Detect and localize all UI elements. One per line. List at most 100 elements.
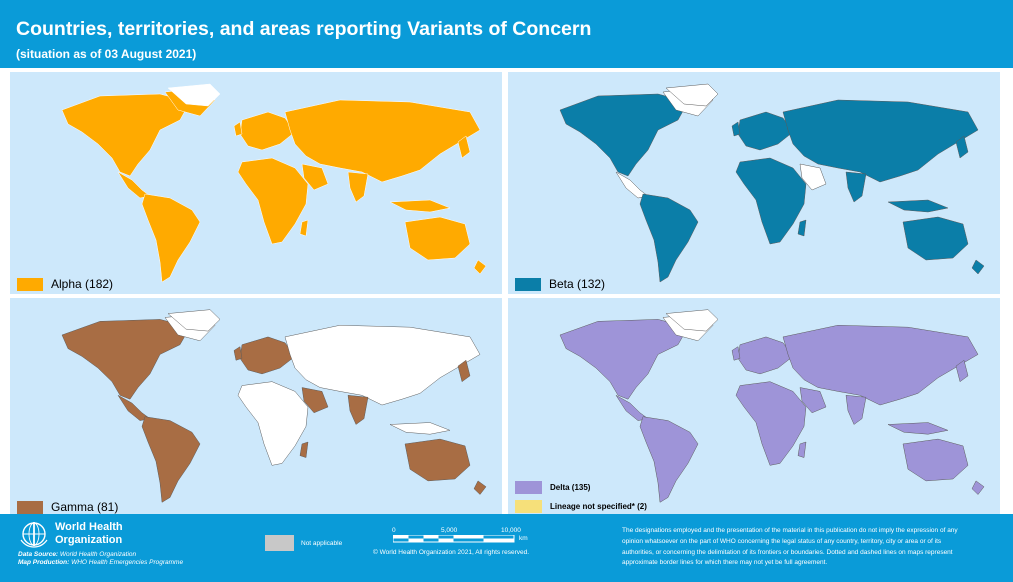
map-alpha-antarcticaTop [167,83,221,107]
map-production: Map Production: WHO Health Emergencies P… [18,559,183,566]
map-delta-japan [955,359,969,383]
map-gamma-arabia [301,387,329,414]
map-beta-asia [782,99,979,183]
not-applicable-swatch [265,535,294,551]
scale-label-5000: 5,000 [441,527,458,534]
legend-delta: Delta (135) [515,481,590,494]
map-gamma-madagascar [299,441,309,458]
who-logo-icon [20,522,48,548]
legend-unspecified-label: Lineage not specified* (2) [550,502,647,511]
scale-bar [393,535,515,543]
map-beta-africa [735,157,807,245]
map-alpha-australia [404,216,471,261]
copyright: © World Health Organization 2021, All ri… [373,549,530,556]
map-alpha-india [347,171,369,203]
map-beta-newZealand [971,259,985,275]
legend-unspecified: Lineage not specified* (2) [515,500,647,513]
legend-gamma: Gamma (81) [17,500,118,514]
data-source-label: Data Source: [18,551,59,558]
data-source-value: World Health Organization [59,551,137,558]
org-name-line2: Organization [55,534,123,546]
legend-alpha-swatch [17,277,43,291]
map-alpha-uk [233,121,243,137]
map-gamma-australia [404,438,471,482]
map-alpha [10,72,502,294]
map-delta-southAmerica [639,416,699,503]
map-alpha-svg [61,83,487,283]
footer: World Health Organization Data Source: W… [0,514,1013,582]
map-delta-newZealand [971,480,985,495]
map-delta-madagascar [797,441,807,458]
map-beta-europe [737,111,794,151]
map-gamma-africa [237,381,309,466]
legend-beta: Beta (132) [515,277,605,291]
legend-alpha: Alpha (182) [17,277,113,291]
legend-delta-swatch [515,481,542,494]
map-beta-madagascar [797,219,807,237]
legend-gamma-swatch [17,500,43,514]
map-beta-southAmerica [639,193,699,283]
legend-beta-label: Beta (132) [549,277,606,291]
map-delta-india [845,395,867,425]
data-source: Data Source: World Health Organization [18,551,136,558]
map-beta-indonesia [887,199,949,213]
map-beta-india [845,171,867,203]
map-gamma-newZealand [473,480,487,495]
map-gamma [10,298,502,514]
map-production-value: WHO Health Emergencies Programme [71,559,184,566]
map-alpha-japan [457,135,471,159]
map-alpha-europe [239,111,296,151]
scale-label-10000: 10,000 [501,527,521,534]
disclaimer-line-3: authorities, or concerning the delimitat… [622,549,953,556]
scale-unit: km [519,535,528,542]
legend-alpha-label: Alpha (182) [51,277,114,291]
legend-unspecified-swatch [515,500,542,513]
map-gamma-japan [457,359,471,383]
map-beta-arabia [799,163,827,191]
map-beta-australia [902,216,969,261]
map-alpha-madagascar [299,219,309,237]
map-production-label: Map Production: [18,559,70,566]
map-gamma-southAmerica [141,416,201,503]
map-gamma-northAmerica [61,319,191,400]
map-beta-japan [955,135,969,159]
map-delta-uk [731,346,741,361]
map-gamma-india [347,395,369,425]
page-subtitle: (situation as of 03 August 2021) [16,47,197,61]
legend-gamma-label: Gamma (81) [51,500,119,514]
scale-label-0: 0 [392,527,396,534]
map-alpha-newZealand [473,259,487,275]
header-bar: Countries, territories, and areas report… [0,0,1013,68]
disclaimer-line-4: approximate border lines for which there… [622,559,828,566]
map-gamma-europe [239,336,296,375]
map-delta-australia [902,438,969,482]
map-alpha-indonesia [389,199,451,213]
map-gamma-antarcticaTop [167,309,221,332]
map-beta-antarcticaTop [665,83,719,107]
map-delta-indonesia [887,422,949,435]
map-gamma-uk [233,346,243,361]
map-delta-africa [735,381,807,466]
map-gamma-asia [284,324,481,406]
org-name-line1: World Health [55,521,123,533]
map-alpha-africa [237,157,309,245]
legend-beta-swatch [515,277,541,291]
map-delta-europe [737,336,794,375]
not-applicable-label: Not applicable [301,540,343,547]
map-delta-svg [559,309,985,503]
page-title: Countries, territories, and areas report… [16,18,592,40]
map-alpha-southAmerica [141,193,201,283]
map-gamma-indonesia [389,422,451,435]
disclaimer-line-1: The designations employed and the presen… [622,527,958,534]
map-beta [508,72,1000,294]
map-delta-northAmerica [559,319,689,400]
map-alpha-northAmerica [61,93,191,177]
legend-delta-label: Delta (135) [550,483,591,492]
map-delta-asia [782,324,979,406]
map-alpha-asia [284,99,481,183]
map-delta [508,298,1000,514]
map-beta-northAmerica [559,93,689,177]
map-delta-antarcticaTop [665,309,719,332]
map-gamma-svg [61,309,487,503]
map-beta-uk [731,121,741,137]
